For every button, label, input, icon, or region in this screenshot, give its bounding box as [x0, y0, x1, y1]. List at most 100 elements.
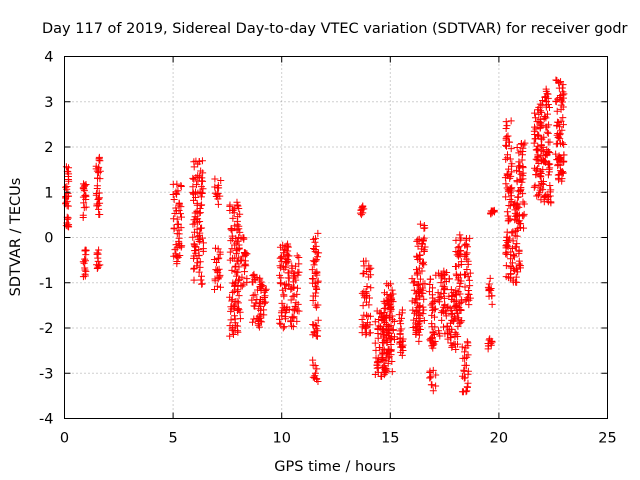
data-point	[228, 245, 236, 253]
data-point	[391, 333, 399, 341]
data-point	[409, 279, 417, 287]
data-point	[428, 334, 436, 342]
data-point	[211, 285, 219, 293]
data-point	[450, 340, 458, 348]
data-point	[276, 271, 284, 279]
data-point	[503, 133, 511, 141]
data-point	[276, 315, 284, 323]
axis-ticks	[64, 56, 608, 419]
data-point	[313, 332, 321, 340]
data-point	[358, 323, 366, 331]
data-point	[421, 280, 429, 288]
data-point	[234, 202, 242, 210]
data-point	[364, 312, 372, 320]
data-point	[486, 274, 494, 282]
data-point	[516, 186, 524, 194]
data-point	[415, 264, 423, 272]
data-point	[387, 336, 395, 344]
data-point	[559, 103, 567, 111]
data-point	[312, 284, 320, 292]
data-point	[428, 320, 436, 328]
data-point	[199, 177, 207, 185]
data-point	[560, 151, 568, 159]
data-point	[194, 232, 202, 240]
data-point	[63, 215, 71, 223]
data-point	[241, 250, 249, 258]
data-point	[177, 224, 185, 232]
data-point	[96, 157, 104, 165]
data-point	[79, 180, 87, 188]
data-point	[189, 183, 197, 191]
data-point	[450, 296, 458, 304]
data-point	[559, 114, 567, 122]
data-point	[445, 325, 453, 333]
data-point	[456, 279, 464, 287]
data-point	[415, 251, 423, 259]
data-point	[249, 318, 257, 326]
data-point	[241, 268, 249, 276]
data-point	[172, 188, 180, 196]
data-point	[542, 98, 550, 106]
data-point	[511, 232, 519, 240]
data-point	[519, 144, 527, 152]
data-point	[531, 182, 539, 190]
data-point	[195, 268, 203, 276]
data-point	[415, 322, 423, 330]
data-point	[278, 257, 286, 265]
data-point	[488, 292, 496, 300]
data-point	[177, 213, 185, 221]
data-point	[375, 322, 383, 330]
data-point	[64, 214, 72, 222]
data-point	[295, 260, 303, 268]
data-point	[553, 121, 561, 129]
data-point	[192, 249, 200, 257]
data-point	[461, 270, 469, 278]
data-point	[516, 220, 524, 228]
data-point	[395, 311, 403, 319]
data-point	[535, 181, 543, 189]
data-point	[233, 217, 241, 225]
data-point	[257, 314, 265, 322]
data-point	[380, 297, 388, 305]
data-point	[414, 303, 422, 311]
data-point	[454, 276, 462, 284]
data-point	[227, 225, 235, 233]
data-point	[445, 275, 453, 283]
data-point	[387, 302, 395, 310]
data-point	[258, 282, 266, 290]
data-point	[235, 244, 243, 252]
data-point	[513, 240, 521, 248]
data-point	[389, 326, 397, 334]
data-point	[485, 280, 493, 288]
data-point	[281, 255, 289, 263]
data-point	[229, 289, 237, 297]
data-point	[232, 272, 240, 280]
data-point	[520, 210, 528, 218]
data-point	[235, 263, 243, 271]
data-point	[502, 262, 510, 270]
data-point	[414, 268, 422, 276]
data-point	[540, 177, 548, 185]
data-point	[309, 320, 317, 328]
data-point	[553, 131, 561, 139]
data-point	[518, 178, 526, 186]
data-point	[513, 144, 521, 152]
data-point	[542, 123, 550, 131]
data-point	[429, 294, 437, 302]
data-point	[420, 247, 428, 255]
data-point	[398, 309, 406, 317]
data-point	[360, 262, 368, 270]
data-point	[293, 317, 301, 325]
data-point	[544, 110, 552, 118]
data-point	[502, 250, 510, 258]
data-point	[544, 129, 552, 137]
data-point	[235, 225, 243, 233]
data-point	[379, 326, 387, 334]
data-point	[250, 302, 258, 310]
data-point	[170, 196, 178, 204]
data-point	[250, 315, 258, 323]
data-point	[448, 316, 456, 324]
data-point	[238, 273, 246, 281]
data-point	[460, 366, 468, 374]
data-point	[558, 126, 566, 134]
